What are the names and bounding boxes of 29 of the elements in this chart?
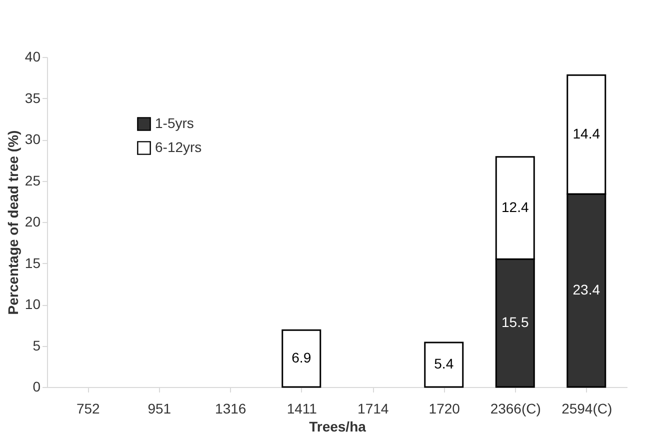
data-label: 6.9 — [292, 350, 312, 366]
bar — [282, 329, 322, 388]
x-tick-label: 1316 — [215, 400, 246, 416]
x-axis-title: Trees/ha — [309, 418, 366, 434]
y-tick-label: 0 — [32, 378, 41, 394]
y-tick-label: 10 — [24, 296, 41, 312]
x-tick-label: 951 — [148, 400, 172, 416]
y-axis-title: Percentage of dead tree (%) — [4, 130, 21, 315]
y-tick-label: 35 — [24, 90, 41, 106]
data-label: 23.4 — [572, 281, 600, 298]
y-tick-label: 5 — [32, 337, 41, 354]
x-tick-label: 2594(C) — [562, 400, 612, 416]
x-tick-label: 752 — [76, 400, 100, 416]
y-tick-label: 15 — [24, 254, 41, 271]
legend-label: 1-5yrs — [155, 115, 194, 131]
data-label: 15.5 — [502, 314, 529, 330]
x-tick-label: 1714 — [358, 400, 389, 416]
legend-label: 6-12yrs — [155, 139, 202, 155]
data-label: 5.4 — [434, 356, 454, 372]
data-label: 14.4 — [572, 126, 600, 142]
y-tick-label: 25 — [24, 172, 41, 188]
x-tick-label: 1411 — [286, 400, 318, 416]
y-tick-label: 20 — [24, 214, 41, 230]
data-label: 12.4 — [502, 198, 529, 215]
x-tick-label: 1720 — [428, 400, 460, 416]
x-tick-label: 2366(C) — [490, 400, 541, 416]
bar — [424, 342, 464, 388]
y-tick-label: 40 — [24, 48, 41, 64]
y-tick-label: 30 — [24, 131, 41, 147]
